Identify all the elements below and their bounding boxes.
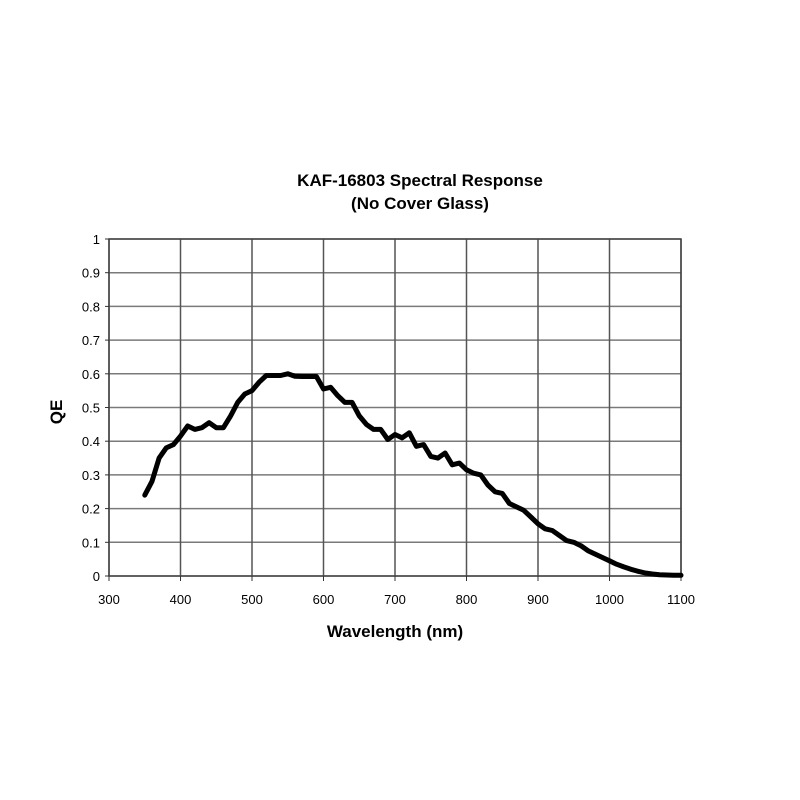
x-axis-label: Wavelength (nm) (327, 622, 463, 641)
series (142, 371, 684, 578)
x-tick-label: 900 (527, 592, 549, 607)
x-tick-label: 1000 (595, 592, 624, 607)
grid (108, 238, 682, 577)
series-line-qe (142, 371, 684, 578)
y-tick-label: 0 (93, 569, 100, 584)
y-tick-label: 0.4 (82, 434, 100, 449)
y-tick-label: 0.6 (82, 367, 100, 382)
chart-title: KAF-16803 Spectral Response (297, 171, 543, 190)
y-axis-label: QE (47, 400, 66, 425)
y-tick-label: 0.3 (82, 468, 100, 483)
x-tick-label: 500 (241, 592, 263, 607)
x-axis-ticks: 300 400 500 600 700 800 900 1000 1100 (98, 576, 695, 607)
y-tick-label: 0.9 (82, 266, 100, 281)
y-tick-label: 1 (93, 232, 100, 247)
x-tick-label: 600 (313, 592, 335, 607)
x-tick-label: 400 (170, 592, 192, 607)
y-tick-label: 0.7 (82, 333, 100, 348)
x-tick-label: 700 (384, 592, 406, 607)
x-tick-label: 800 (456, 592, 478, 607)
y-tick-label: 0.5 (82, 401, 100, 416)
y-axis-ticks: 0 0.1 0.2 0.3 0.4 0.5 0.6 0.7 0.8 0.9 1 (82, 232, 109, 584)
x-tick-label: 1100 (667, 592, 695, 607)
y-tick-label: 0.2 (82, 502, 100, 517)
y-tick-label: 0.8 (82, 299, 100, 314)
chart-subtitle: (No Cover Glass) (351, 194, 489, 213)
y-tick-label: 0.1 (82, 535, 100, 550)
x-tick-label: 300 (98, 592, 120, 607)
